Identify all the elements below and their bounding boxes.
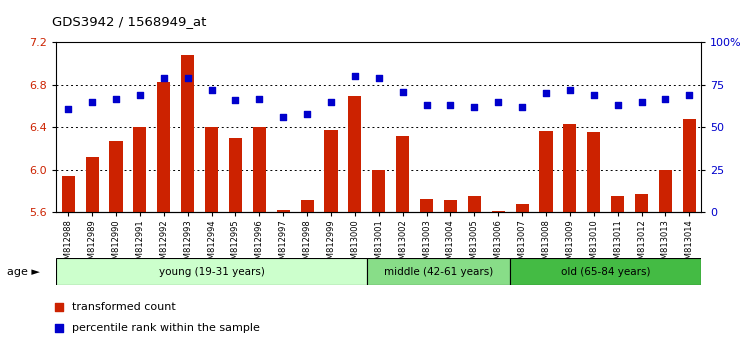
Bar — [420, 199, 433, 212]
Bar — [134, 127, 146, 212]
Point — [612, 103, 624, 108]
Bar — [301, 200, 313, 212]
Bar — [110, 141, 122, 212]
Bar — [158, 82, 170, 212]
Point — [182, 75, 194, 81]
Bar — [510, 258, 701, 285]
Point — [397, 89, 409, 95]
Bar — [539, 131, 553, 212]
Bar — [468, 196, 481, 212]
Bar — [682, 119, 696, 212]
Point — [458, 210, 470, 215]
Point — [301, 111, 313, 117]
Text: old (65-84 years): old (65-84 years) — [561, 267, 650, 277]
Bar — [348, 96, 361, 212]
Point — [659, 96, 671, 101]
Point — [564, 87, 576, 93]
Bar — [62, 176, 75, 212]
Bar — [253, 127, 266, 212]
Point — [373, 75, 385, 81]
Bar — [367, 258, 510, 285]
Bar — [205, 127, 218, 212]
Bar — [325, 130, 338, 212]
Bar — [658, 170, 672, 212]
Bar — [611, 196, 624, 212]
Text: middle (42-61 years): middle (42-61 years) — [384, 267, 493, 277]
Point — [516, 104, 528, 110]
Point — [278, 114, 290, 120]
Bar — [444, 200, 457, 212]
Text: GDS3942 / 1568949_at: GDS3942 / 1568949_at — [53, 15, 207, 28]
Point — [492, 99, 504, 105]
Point — [349, 74, 361, 79]
Text: age ►: age ► — [8, 267, 40, 277]
Bar — [277, 210, 290, 212]
Point — [540, 91, 552, 96]
Point — [230, 97, 242, 103]
Bar — [515, 204, 529, 212]
Point — [110, 96, 122, 101]
Point — [62, 106, 74, 112]
Bar — [56, 258, 367, 285]
Bar — [229, 138, 242, 212]
Point — [134, 92, 146, 98]
Bar — [492, 211, 505, 212]
Text: young (19-31 years): young (19-31 years) — [158, 267, 265, 277]
Point — [325, 99, 337, 105]
Bar — [372, 170, 386, 212]
Bar — [396, 136, 410, 212]
Point — [86, 99, 98, 105]
Point — [683, 92, 695, 98]
Point — [588, 92, 600, 98]
Bar — [181, 55, 194, 212]
Text: transformed count: transformed count — [71, 302, 176, 312]
Bar — [587, 132, 600, 212]
Point — [445, 103, 457, 108]
Point — [468, 104, 480, 110]
Bar — [635, 194, 648, 212]
Point — [458, 13, 470, 18]
Bar — [86, 157, 99, 212]
Text: percentile rank within the sample: percentile rank within the sample — [71, 323, 260, 333]
Bar — [563, 124, 577, 212]
Point — [635, 99, 647, 105]
Point — [421, 103, 433, 108]
Point — [158, 75, 170, 81]
Point — [254, 96, 266, 101]
Point — [206, 87, 218, 93]
